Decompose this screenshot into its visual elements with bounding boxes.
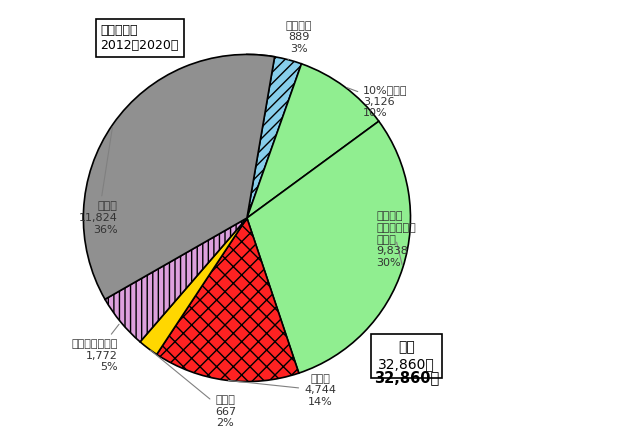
Wedge shape — [157, 218, 299, 382]
Wedge shape — [140, 218, 247, 354]
Text: その他
11,824
36%: その他 11,824 36% — [79, 127, 118, 235]
Text: 合計
32,860件: 合計 32,860件 — [378, 341, 435, 371]
Text: 日本国籍
889
3%: 日本国籍 889 3% — [285, 20, 312, 60]
Text: ノルウェー国籍
1,772
5%: ノルウェー国籍 1,772 5% — [72, 324, 119, 372]
Wedge shape — [247, 121, 411, 373]
Text: 32,860件: 32,860件 — [374, 370, 439, 385]
Text: 論文発表年
2012～2020年: 論文発表年 2012～2020年 — [100, 24, 179, 52]
Wedge shape — [247, 64, 379, 218]
Text: 韓国箱
667
2%: 韓国箱 667 2% — [150, 350, 236, 428]
Wedge shape — [105, 218, 247, 342]
Text: 欧州国籍
（ノルウェー
除く）
9,838
30%: 欧州国籍 （ノルウェー 除く） 9,838 30% — [376, 211, 416, 268]
Wedge shape — [83, 54, 275, 299]
Text: 10%米国籍
3,126
10%: 10%米国籍 3,126 10% — [347, 85, 407, 119]
Wedge shape — [247, 57, 302, 218]
Wedge shape — [247, 54, 275, 218]
Text: 中国籍
4,744
14%: 中国籍 4,744 14% — [229, 374, 336, 407]
